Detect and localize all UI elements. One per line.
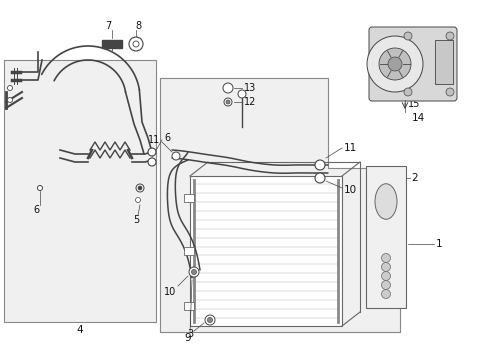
Circle shape <box>238 90 246 98</box>
Circle shape <box>404 32 412 40</box>
Circle shape <box>379 48 411 80</box>
Circle shape <box>129 37 143 51</box>
Text: 10: 10 <box>164 287 176 297</box>
Bar <box>184 302 194 310</box>
Circle shape <box>446 32 454 40</box>
Text: 2: 2 <box>411 173 417 183</box>
Text: 9: 9 <box>185 333 191 343</box>
Text: 14: 14 <box>412 113 425 123</box>
Text: 11: 11 <box>344 143 357 153</box>
Text: 13: 13 <box>244 83 256 93</box>
Bar <box>102 40 122 48</box>
Text: 10: 10 <box>344 185 357 195</box>
Text: 8: 8 <box>135 21 141 31</box>
Text: 5: 5 <box>133 215 139 225</box>
Text: 3: 3 <box>187 329 193 339</box>
Circle shape <box>205 315 215 325</box>
Circle shape <box>388 57 402 71</box>
Circle shape <box>382 280 391 289</box>
Circle shape <box>315 160 325 170</box>
Text: 15: 15 <box>408 99 420 109</box>
Text: 12: 12 <box>244 97 256 107</box>
Circle shape <box>382 289 391 298</box>
Circle shape <box>138 186 142 190</box>
Bar <box>184 247 194 255</box>
FancyBboxPatch shape <box>369 27 457 101</box>
Circle shape <box>382 271 391 280</box>
Text: 11: 11 <box>148 135 160 145</box>
Circle shape <box>189 267 199 277</box>
Circle shape <box>192 270 196 275</box>
Bar <box>190 176 342 326</box>
Circle shape <box>148 148 156 156</box>
Circle shape <box>207 318 213 323</box>
Bar <box>184 194 194 202</box>
Text: 1: 1 <box>436 239 442 249</box>
Circle shape <box>172 152 180 160</box>
Bar <box>366 166 406 308</box>
Circle shape <box>446 88 454 96</box>
Circle shape <box>226 100 230 104</box>
Circle shape <box>38 185 43 190</box>
Text: 6: 6 <box>33 205 39 215</box>
Circle shape <box>367 36 423 92</box>
Ellipse shape <box>375 184 397 219</box>
Text: 7: 7 <box>105 21 111 31</box>
Circle shape <box>148 158 156 166</box>
Circle shape <box>136 184 144 192</box>
Polygon shape <box>160 78 400 332</box>
Bar <box>4 60 156 322</box>
Circle shape <box>382 253 391 262</box>
Circle shape <box>136 198 141 202</box>
Circle shape <box>7 98 13 103</box>
Circle shape <box>223 83 233 93</box>
Circle shape <box>315 173 325 183</box>
Circle shape <box>7 85 13 90</box>
Text: 4: 4 <box>77 325 83 335</box>
Bar <box>435 40 453 84</box>
Circle shape <box>382 262 391 271</box>
Text: 6: 6 <box>164 133 170 143</box>
Circle shape <box>133 41 139 47</box>
Circle shape <box>404 88 412 96</box>
Circle shape <box>224 98 232 106</box>
